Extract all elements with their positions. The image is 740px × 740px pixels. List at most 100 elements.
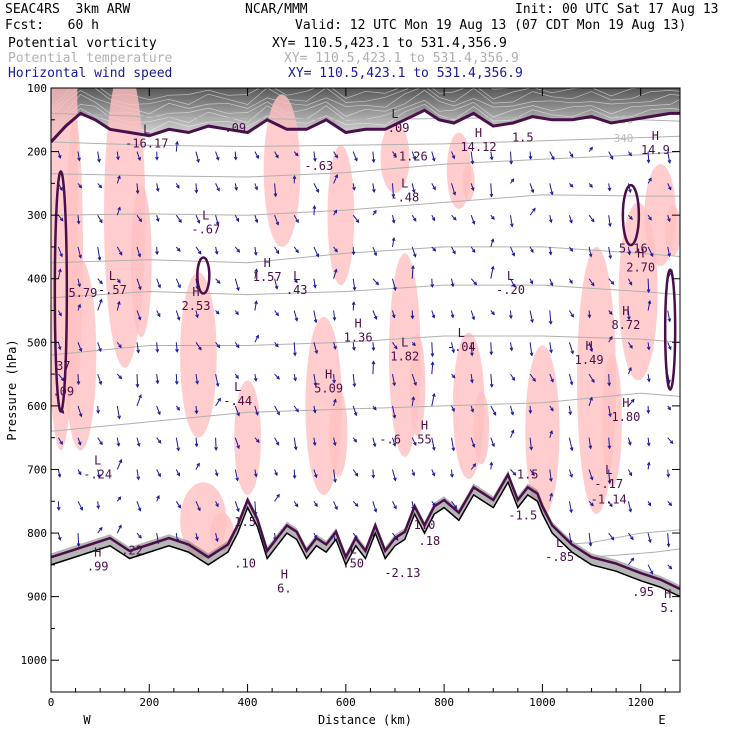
pv-high-marker: H xyxy=(94,546,101,560)
wind-vector-head xyxy=(156,495,160,500)
wind-vector xyxy=(510,215,513,227)
wind-vector xyxy=(392,501,397,509)
wind-vector xyxy=(549,151,555,160)
wind-vector-head xyxy=(98,184,103,189)
stratosphere-streak xyxy=(51,88,515,109)
wind-vector-head xyxy=(315,253,320,258)
wind-vector-head xyxy=(609,155,614,160)
wind-vector-head xyxy=(569,248,574,252)
wind-vector xyxy=(293,342,296,356)
negative-pv-patch xyxy=(329,388,348,478)
wind-vector-head xyxy=(314,350,319,355)
wind-vector xyxy=(195,310,199,318)
wind-vector xyxy=(627,342,633,349)
wind-vector-head xyxy=(431,314,436,319)
wind-vector xyxy=(490,342,492,355)
wind-vector-head xyxy=(155,348,160,353)
wind-vector-head xyxy=(393,477,397,482)
wind-vector-head xyxy=(293,352,297,357)
y-tick-label: 500 xyxy=(27,336,47,349)
wind-vector-head xyxy=(136,476,141,481)
y-tick-label: 300 xyxy=(27,209,47,222)
wind-vector xyxy=(352,151,358,161)
wind-vector xyxy=(77,151,80,161)
wind-vector-head xyxy=(373,315,378,320)
wind-vector-head xyxy=(550,407,554,412)
pv-extremum-value: -1.26 xyxy=(392,149,428,163)
pv-extremum-value: 1.5 xyxy=(512,130,534,144)
wind-vector xyxy=(647,532,651,543)
wind-vector-head xyxy=(452,250,456,255)
wind-vector xyxy=(568,437,573,451)
wind-vector-head xyxy=(215,156,220,161)
wind-vector-head xyxy=(236,445,240,450)
wind-vector-head xyxy=(178,219,182,223)
wind-vector-head xyxy=(216,187,220,192)
x-tick-label: 1200 xyxy=(627,696,654,709)
wind-vector-head xyxy=(509,160,514,165)
wind-vector-head xyxy=(570,313,574,318)
wind-vector xyxy=(490,405,497,416)
wind-vector xyxy=(274,373,280,380)
wind-vector xyxy=(254,215,258,223)
wind-vector-head xyxy=(118,251,123,256)
pv-contour-loop xyxy=(663,268,677,391)
wind-vector-head xyxy=(197,250,202,255)
wind-vector xyxy=(451,183,456,195)
wind-vector xyxy=(77,278,81,287)
wind-vector xyxy=(195,374,198,384)
wind-vector xyxy=(568,405,571,415)
wind-vector-head xyxy=(391,219,396,224)
wind-vector-head xyxy=(411,265,415,270)
wind-vector-head xyxy=(255,155,259,160)
wind-vector-head xyxy=(351,301,356,306)
wind-vector xyxy=(274,183,277,197)
wind-vector-head xyxy=(413,382,417,386)
wind-vector-head xyxy=(293,377,297,382)
wind-vector xyxy=(57,469,61,477)
wind-vector-head xyxy=(352,186,356,191)
wind-vector-head xyxy=(411,189,416,194)
wind-vector-head xyxy=(354,472,359,477)
wind-vector-head xyxy=(492,411,497,416)
wind-vector-head xyxy=(630,398,635,403)
wind-vector xyxy=(57,532,61,541)
wind-vector xyxy=(274,437,280,446)
wind-vector-head xyxy=(646,289,651,294)
wind-vector xyxy=(195,246,202,255)
wind-vector xyxy=(175,501,181,508)
wind-vector-head xyxy=(588,445,593,450)
wind-vector-head xyxy=(590,502,594,507)
wind-vector xyxy=(490,151,493,160)
wind-vector xyxy=(234,246,240,253)
wind-vector xyxy=(392,310,395,318)
wind-vector-head xyxy=(431,217,436,222)
wind-vector xyxy=(490,183,493,197)
wind-vector-head xyxy=(391,193,396,199)
wind-vector xyxy=(136,437,140,447)
wind-vector xyxy=(529,310,533,323)
wind-vector-head xyxy=(276,411,280,416)
wind-vector-head xyxy=(569,280,573,284)
wind-vector xyxy=(608,374,610,386)
wind-vector xyxy=(510,469,516,476)
wind-vector-head xyxy=(57,536,62,541)
wind-vector-head xyxy=(78,254,82,259)
pv-extremum-value: .18 xyxy=(419,534,441,548)
wind-vector xyxy=(451,437,455,451)
wind-vector-head xyxy=(627,251,632,256)
wind-vector-head xyxy=(491,311,495,316)
wind-vector xyxy=(372,437,376,447)
wind-vector-head xyxy=(529,446,534,451)
wind-vector-head xyxy=(197,507,201,512)
y-tick-label: 600 xyxy=(27,400,47,413)
wind-vector xyxy=(352,214,359,223)
x-tick-label: 200 xyxy=(139,696,159,709)
wind-vector-head xyxy=(99,441,103,446)
wind-vector-head xyxy=(373,209,377,214)
wind-vector xyxy=(588,533,592,546)
wind-vector-head xyxy=(352,286,357,291)
wind-vector-head xyxy=(352,346,356,351)
pv-extremum-value: -.57 xyxy=(98,283,127,297)
wind-vector xyxy=(97,214,103,223)
